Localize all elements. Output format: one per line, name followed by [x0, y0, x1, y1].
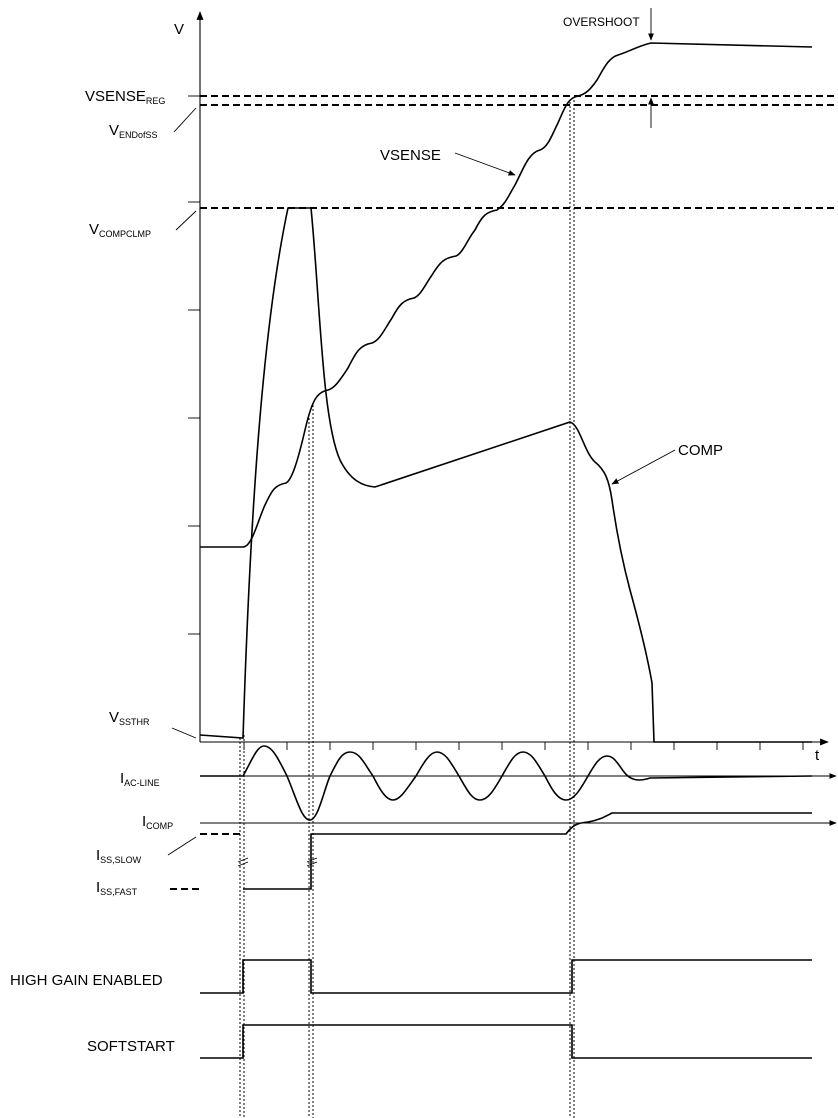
voltage-axes: V t — [174, 11, 829, 764]
vsense-waveform — [200, 42, 813, 548]
v-endofss-leader — [173, 107, 197, 133]
vsense-reg-label: VSENSEREG — [85, 88, 165, 106]
level-labels: VSENSEREG VENDofSS VCOMPCLMP VSSTHR — [85, 88, 197, 739]
high-gain-label: HIGH GAIN ENABLED — [10, 972, 163, 989]
i-ss-slow-label: ISS,SLOW — [96, 847, 142, 865]
comp-waveform — [199, 207, 812, 743]
v-compclmp-leader — [175, 210, 197, 231]
break-marks — [237, 857, 318, 867]
i-comp-trace: ICOMP ISS,SLOW ISS,FAST — [96, 812, 837, 897]
softstart-label: SOFTSTART — [87, 1038, 175, 1055]
i-ss-slow-leader — [167, 836, 197, 856]
v-endofss-label: VENDofSS — [109, 122, 158, 140]
high-gain-waveform — [200, 959, 812, 994]
reference-levels — [200, 95, 838, 209]
high-gain-trace: HIGH GAIN ENABLED — [10, 959, 812, 994]
y-axis-label: V — [174, 21, 184, 38]
softstart-waveform — [200, 1024, 812, 1059]
i-ac-line-label: IAC-LINE — [120, 770, 160, 788]
i-ac-line-trace: IAC-LINE — [120, 745, 837, 821]
overshoot-label: OVERSHOOT — [563, 15, 640, 29]
waveform-labels: VSENSE COMP — [380, 147, 723, 485]
softstart-trace: SOFTSTART — [87, 1024, 812, 1059]
timing-markers — [239, 100, 575, 1118]
i-ss-fast-label: ISS,FAST — [96, 879, 138, 897]
x-axis-label: t — [815, 747, 820, 764]
v-ssthr-leader — [171, 727, 197, 739]
v-compclmp-label: VCOMPCLMP — [89, 221, 151, 239]
vsense-pointer — [454, 152, 516, 176]
comp-label: COMP — [678, 442, 723, 459]
x-axis-ticks — [243, 742, 804, 750]
overshoot-annotation: OVERSHOOT — [563, 8, 654, 128]
vsense-label: VSENSE — [380, 147, 441, 164]
y-axis-ticks — [188, 95, 200, 635]
v-ssthr-label: VSSTHR — [109, 709, 150, 727]
comp-pointer — [611, 449, 676, 485]
i-comp-label: ICOMP — [142, 813, 173, 831]
i-ac-line-waveform — [200, 745, 813, 821]
i-comp-waveform — [243, 812, 812, 890]
